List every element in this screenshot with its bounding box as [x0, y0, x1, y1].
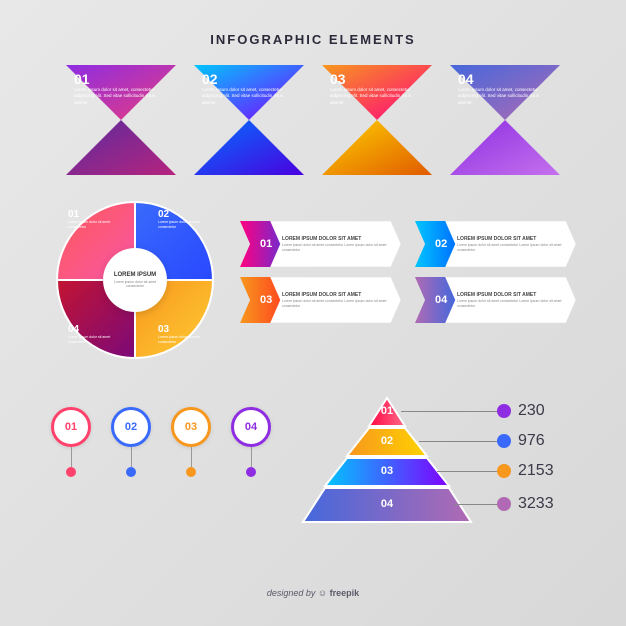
- pyramid-dot: [497, 434, 511, 448]
- hourglass-item: 04 Lorem ipsum dolor sit amet, consectet…: [450, 65, 560, 175]
- ring-circle: 04: [231, 407, 271, 447]
- step-number: 03: [330, 71, 346, 87]
- pie-quad-label: 04Lorem ipsum dolor sit amet consectetur: [68, 324, 112, 345]
- pyramid-chart: 01 02 03 04 230 976 2153 3233: [292, 387, 576, 557]
- hourglass-item: 01 Lorem ipsum dolor sit amet, consectet…: [66, 65, 176, 175]
- pyramid-number: 03: [381, 465, 393, 477]
- ring-circle: 02: [111, 407, 151, 447]
- ring-stem: [191, 447, 192, 467]
- pyramid-number: 02: [381, 435, 393, 447]
- arrow-heading: LOREM IPSUM DOLOR SIT AMET: [282, 292, 387, 298]
- arrow-body: Lorem ipsum dolor sit amet consectetur L…: [457, 243, 562, 252]
- arrow-boxes: 01 LOREM IPSUM DOLOR SIT AMET Lorem ipsu…: [240, 221, 576, 323]
- pyramid-dot: [497, 464, 511, 478]
- pyramid-value: 3233: [518, 495, 554, 513]
- pyramid-leader-line: [419, 441, 504, 442]
- pie-quad-label: 01Lorem ipsum dolor sit amet consectetur: [68, 209, 112, 230]
- footer-credit: designed by ☺ freepik: [0, 588, 626, 598]
- ring-step: 04: [230, 407, 272, 477]
- arrow-body: Lorem ipsum dolor sit amet consectetur L…: [457, 299, 562, 308]
- hourglass-item: 03 Lorem ipsum dolor sit amet, consectet…: [322, 65, 432, 175]
- ring-dot: [66, 467, 76, 477]
- step-number: 01: [74, 71, 90, 87]
- hourglass-item: 02 Lorem ipsum dolor sit amet, consectet…: [194, 65, 304, 175]
- pyramid-dot: [497, 404, 511, 418]
- arrow-item: 01 LOREM IPSUM DOLOR SIT AMET Lorem ipsu…: [240, 221, 401, 267]
- arrow-heading: LOREM IPSUM DOLOR SIT AMET: [282, 236, 387, 242]
- arrow-body: Lorem ipsum dolor sit amet consectetur L…: [282, 243, 387, 252]
- ring-stem: [131, 447, 132, 467]
- pyramid-dot: [497, 497, 511, 511]
- ring-stem: [71, 447, 72, 467]
- arrow-item: 03 LOREM IPSUM DOLOR SIT AMET Lorem ipsu…: [240, 277, 401, 323]
- arrow-heading: LOREM IPSUM DOLOR SIT AMET: [457, 236, 562, 242]
- ring-dot: [246, 467, 256, 477]
- arrow-item: 04 LOREM IPSUM DOLOR SIT AMET Lorem ipsu…: [415, 277, 576, 323]
- pyramid-leader-line: [437, 471, 504, 472]
- ring-stem: [251, 447, 252, 467]
- step-text: Lorem ipsum dolor sit amet, consectetur …: [74, 87, 168, 106]
- ring-step: 01: [50, 407, 92, 477]
- arrow-number: 02: [435, 238, 447, 250]
- pie-quad-label: 02Lorem ipsum dolor sit amet consectetur: [158, 209, 202, 230]
- pie-center-title: LOREM IPSUM: [114, 272, 156, 278]
- arrow-number: 03: [260, 294, 272, 306]
- pyramid-value: 2153: [518, 462, 554, 480]
- pyramid-value: 230: [518, 402, 545, 420]
- pie-center-text: Lorem ipsum dolor sit amet consectetur: [103, 280, 167, 288]
- hourglass-row: 01 Lorem ipsum dolor sit amet, consectet…: [0, 65, 626, 175]
- page-title: INFOGRAPHIC ELEMENTS: [0, 0, 626, 65]
- ring-steps: 01 02 03 04: [50, 407, 272, 477]
- pie-chart: LOREM IPSUM Lorem ipsum dolor sit amet c…: [50, 195, 220, 365]
- step-text: Lorem ipsum dolor sit amet, consectetur …: [458, 87, 552, 106]
- pyramid-number: 01: [381, 405, 393, 417]
- pyramid-leader-line: [401, 411, 504, 412]
- pyramid-number: 04: [381, 498, 393, 510]
- ring-dot: [186, 467, 196, 477]
- step-text: Lorem ipsum dolor sit amet, consectetur …: [202, 87, 296, 106]
- pie-center: LOREM IPSUM Lorem ipsum dolor sit amet c…: [103, 248, 167, 312]
- arrow-number: 01: [260, 238, 272, 250]
- arrow-item: 02 LOREM IPSUM DOLOR SIT AMET Lorem ipsu…: [415, 221, 576, 267]
- footer-pre: designed by: [267, 588, 318, 598]
- pyramid-value: 976: [518, 432, 545, 450]
- ring-dot: [126, 467, 136, 477]
- step-number: 02: [202, 71, 218, 87]
- arrow-body: Lorem ipsum dolor sit amet consectetur L…: [282, 299, 387, 308]
- step-text: Lorem ipsum dolor sit amet, consectetur …: [330, 87, 424, 106]
- ring-step: 03: [170, 407, 212, 477]
- step-number: 04: [458, 71, 474, 87]
- arrow-number: 04: [435, 294, 447, 306]
- pie-quad-label: 03Lorem ipsum dolor sit amet consectetur: [158, 324, 202, 345]
- ring-circle: 01: [51, 407, 91, 447]
- arrow-heading: LOREM IPSUM DOLOR SIT AMET: [457, 292, 562, 298]
- footer-brand: freepik: [330, 588, 360, 598]
- ring-step: 02: [110, 407, 152, 477]
- ring-circle: 03: [171, 407, 211, 447]
